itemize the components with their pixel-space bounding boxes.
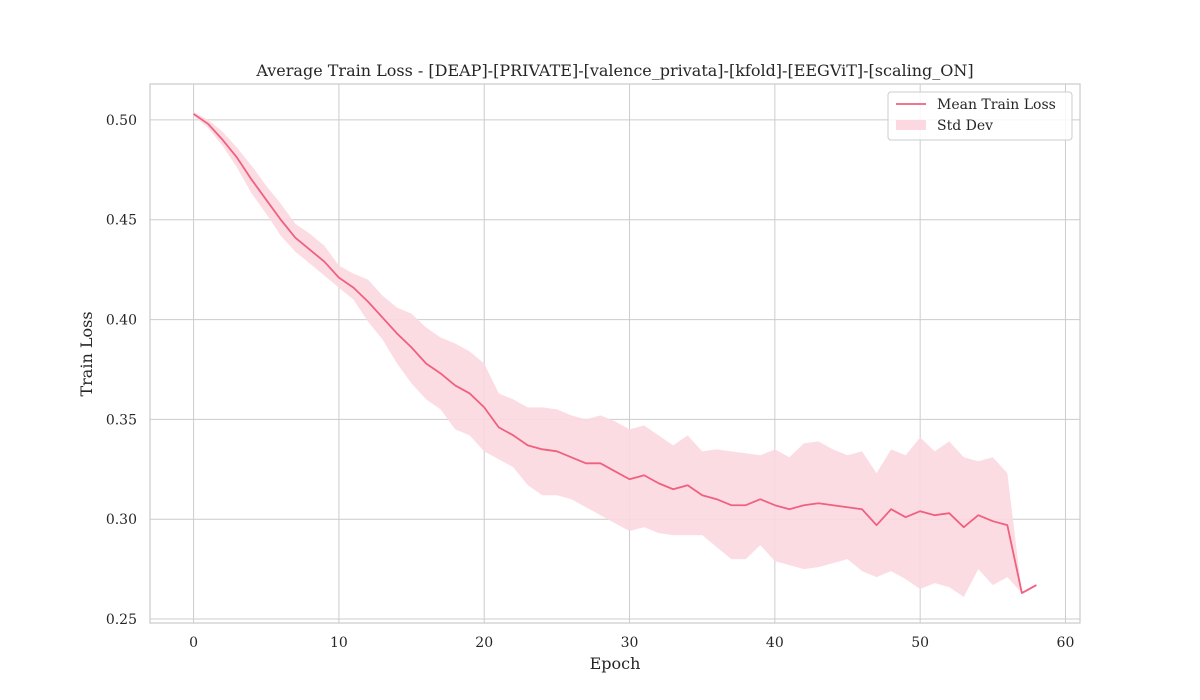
x-tick-label: 50	[911, 635, 929, 651]
legend-box	[887, 91, 1073, 141]
y-tick-label: 0.40	[106, 313, 137, 329]
x-tick-label: 30	[621, 635, 639, 651]
legend: Mean Train Loss Std Dev	[887, 91, 1073, 141]
x-tick-labels: 0 10 20 30 40 50 60	[189, 635, 1074, 651]
std-dev-band	[193, 111, 1037, 598]
x-tick-label: 40	[766, 635, 784, 651]
y-tick-label: 0.45	[106, 213, 137, 229]
plot-frame	[149, 83, 1081, 624]
y-tick-label: 0.25	[106, 612, 137, 628]
y-tick-labels: 0.25 0.30 0.35 0.40 0.45 0.50	[106, 113, 137, 628]
y-axis-label: Train Loss	[77, 311, 96, 396]
legend-label-mean: Mean Train Loss	[937, 97, 1056, 113]
legend-band-swatch	[896, 120, 926, 130]
mean-train-loss-line	[193, 113, 1037, 594]
y-tick-label: 0.35	[106, 412, 137, 428]
mean-line-layer	[193, 113, 1037, 594]
y-tick-label: 0.50	[106, 113, 137, 129]
x-tick-label: 60	[1057, 635, 1075, 651]
y-tick-label: 0.30	[106, 512, 137, 528]
legend-label-std: Std Dev	[937, 118, 993, 134]
x-tick-label: 0	[189, 635, 198, 651]
x-axis-label: Epoch	[590, 654, 641, 673]
chart-title: Average Train Loss - [DEAP]-[PRIVATE]-[v…	[255, 61, 973, 80]
x-tick-label: 20	[475, 635, 493, 651]
x-tick-label: 10	[330, 635, 348, 651]
std-dev-band-layer	[193, 111, 1037, 598]
